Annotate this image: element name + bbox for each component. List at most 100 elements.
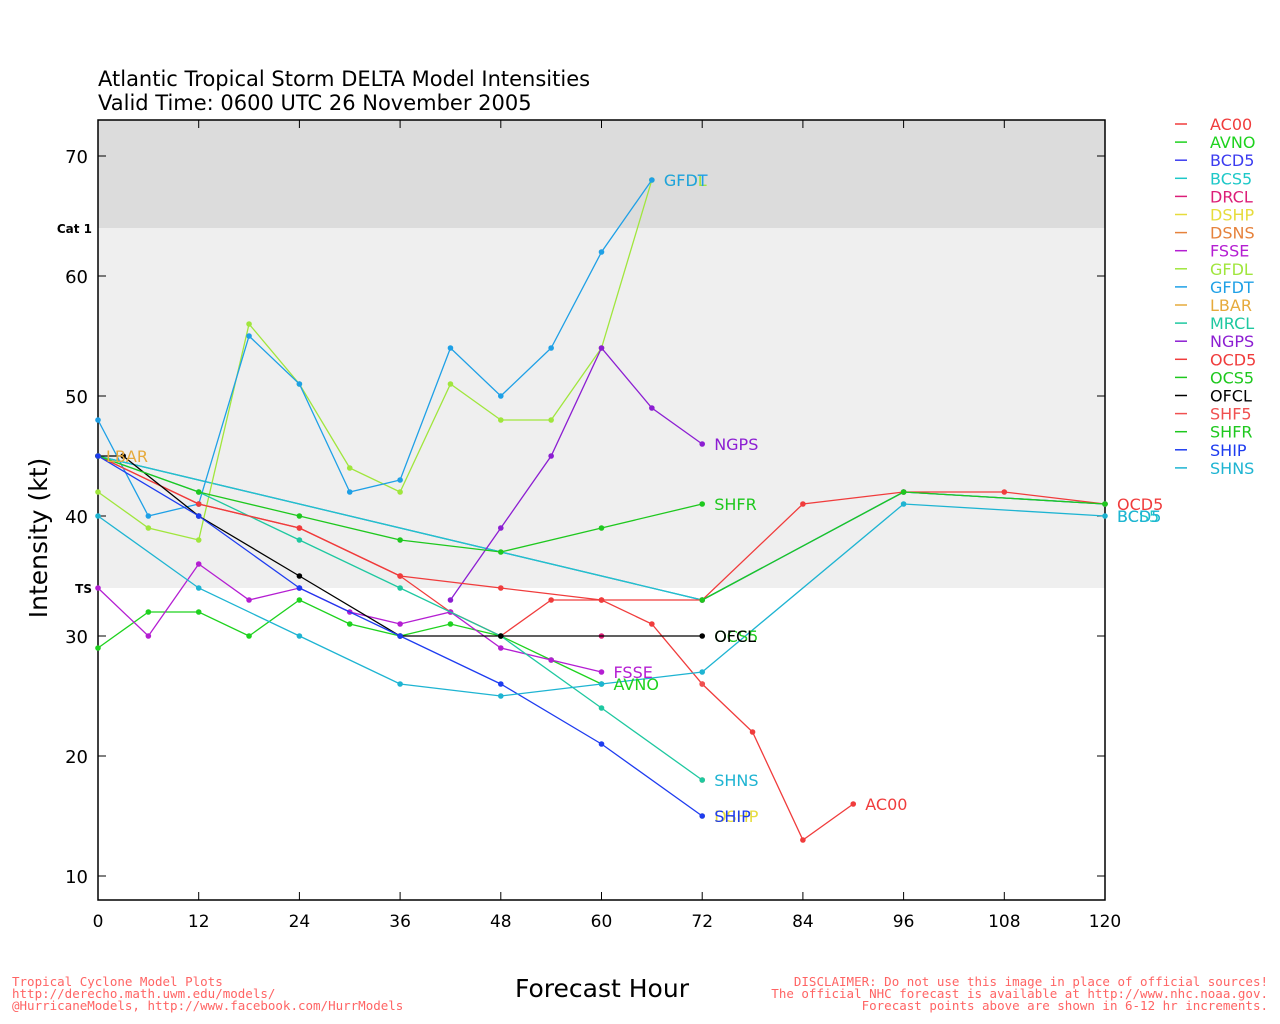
- legend-item-bcd5: BCD5: [1175, 151, 1254, 170]
- data-point: [498, 633, 504, 639]
- data-point: [447, 381, 454, 387]
- data-point: [397, 621, 403, 627]
- legend-label: SHF5: [1210, 405, 1252, 424]
- data-point: [649, 405, 655, 411]
- footer-disclaimer-line: DISCLAIMER: Do not use this image in pla…: [793, 974, 1268, 989]
- data-point: [195, 585, 202, 591]
- data-point: [548, 417, 554, 423]
- data-point: [246, 597, 252, 603]
- band: [98, 120, 1105, 228]
- data-point: [699, 669, 705, 675]
- legend-item-shfr: SHFR: [1175, 423, 1253, 442]
- band-label: Cat 1: [57, 222, 92, 236]
- data-point: [598, 681, 605, 687]
- legend-label: BCS5: [1210, 169, 1252, 188]
- data-point: [397, 573, 403, 579]
- series-line: [97, 179, 653, 517]
- series-lines: [95, 177, 1108, 843]
- legend-label: BCD5: [1210, 151, 1254, 170]
- legend-label: AVNO: [1210, 133, 1255, 152]
- series-end-label: NGPS: [714, 435, 758, 454]
- series-end-label: DSHP: [714, 807, 759, 826]
- series-shf5: [699, 681, 705, 687]
- chart-title-line-1: Atlantic Tropical Storm DELTA Model Inte…: [98, 67, 590, 91]
- data-point: [598, 741, 605, 747]
- legend-item-ocs5: OCS5: [1175, 368, 1254, 387]
- legend-label: GFDT: [1210, 278, 1254, 297]
- footer-disclaimer-line: The official NHC forecast is available a…: [771, 986, 1268, 1001]
- data-point: [498, 681, 504, 687]
- x-tick-label: 96: [893, 912, 915, 932]
- data-point: [900, 501, 907, 507]
- data-point: [498, 645, 504, 651]
- series-end-label: AC00: [865, 795, 907, 814]
- y-tick-label: 20: [65, 747, 88, 768]
- data-point: [699, 597, 705, 603]
- legend-label: SHFR: [1210, 423, 1253, 442]
- legend-label: DSHP: [1210, 206, 1255, 225]
- x-tick-label: 84: [792, 912, 814, 932]
- data-point: [548, 597, 554, 603]
- data-point: [95, 453, 101, 459]
- data-point: [900, 489, 907, 495]
- data-point: [397, 585, 403, 591]
- legend-item-gfdt: GFDT: [1175, 278, 1254, 297]
- x-tick-label: 36: [389, 912, 411, 932]
- series-end-label: BCD5: [1117, 507, 1161, 526]
- data-point: [699, 813, 705, 819]
- y-tick-label: 50: [65, 387, 88, 408]
- series-end-label: BCS5: [1117, 507, 1159, 526]
- data-point: [699, 681, 705, 687]
- data-point: [598, 597, 605, 603]
- data-point: [749, 729, 756, 735]
- data-point: [447, 621, 454, 627]
- x-tick-label: 60: [591, 912, 613, 932]
- x-tick-label: 24: [289, 912, 311, 932]
- legend-label: SHIP: [1210, 441, 1247, 460]
- data-point: [296, 633, 303, 639]
- series-ngps: [447, 345, 705, 603]
- series-end-label: OFCL: [714, 627, 756, 646]
- data-point: [649, 621, 655, 627]
- x-tick-label: 48: [490, 912, 512, 932]
- series-ship: [95, 453, 705, 819]
- data-point: [598, 525, 605, 531]
- series-end-label: OCD5: [1117, 495, 1163, 514]
- data-point: [145, 633, 152, 639]
- legend-item-mrcl: MRCL: [1175, 314, 1254, 333]
- x-tick-label: 72: [691, 912, 713, 932]
- series-end-label: FSSE: [614, 663, 653, 682]
- data-point: [548, 453, 554, 459]
- data-point: [346, 621, 353, 627]
- series-end-label: LBAR: [106, 447, 148, 466]
- intensity-bands: [98, 120, 1105, 588]
- data-point: [246, 321, 252, 327]
- legend: AC00AVNOBCD5BCS5DRCLDSHPDSNSFSSEGFDLGFDT…: [1175, 115, 1256, 478]
- data-point: [447, 597, 454, 603]
- y-tick-label: 70: [65, 147, 88, 168]
- data-point: [1102, 501, 1108, 507]
- legend-label: OFCL: [1210, 387, 1252, 406]
- data-point: [296, 537, 303, 543]
- data-point: [1001, 489, 1008, 495]
- footer-credit-line[interactable]: @HurricaneModels, http://www.facebook.co…: [12, 998, 404, 1013]
- data-point: [145, 513, 152, 519]
- y-axis-label: Intensity (kt): [24, 458, 53, 619]
- data-point: [95, 513, 101, 519]
- legend-item-lbar: LBAR: [1175, 296, 1252, 315]
- data-point: [397, 633, 403, 639]
- series-end-label: SHIP: [714, 807, 751, 826]
- y-tick-label: 10: [65, 867, 88, 888]
- data-point: [195, 609, 202, 615]
- data-point: [447, 345, 454, 351]
- legend-label: DRCL: [1210, 187, 1253, 206]
- data-point: [397, 477, 403, 483]
- data-point: [548, 657, 554, 663]
- legend-label: SHNS: [1210, 459, 1254, 478]
- footer-credit-line[interactable]: http://derecho.math.uwm.edu/models/: [12, 986, 276, 1001]
- data-point: [296, 585, 303, 591]
- axes: Cat 1 TS 0 12 24 36 48 60 72 84 96 108 120 10 20 30 40 50…: [57, 120, 1121, 932]
- data-point: [296, 525, 303, 531]
